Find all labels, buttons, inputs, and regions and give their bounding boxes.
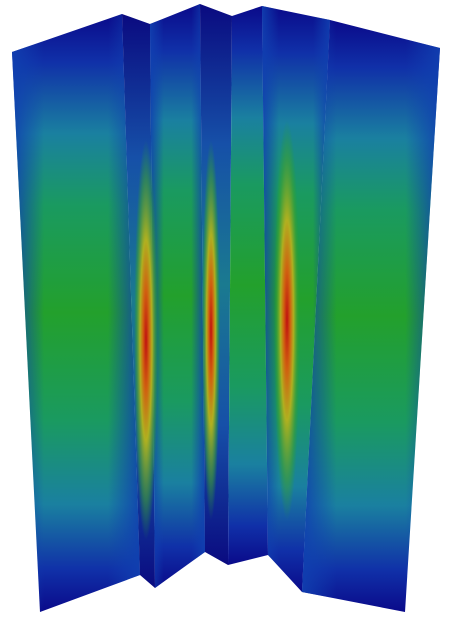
panel	[150, 4, 205, 588]
streak	[274, 120, 300, 520]
panels	[12, 4, 440, 612]
panel	[12, 14, 140, 612]
page	[0, 0, 451, 619]
panel	[228, 6, 268, 565]
folded-plate-render	[0, 0, 451, 619]
streak	[134, 140, 158, 540]
streak	[202, 140, 220, 520]
